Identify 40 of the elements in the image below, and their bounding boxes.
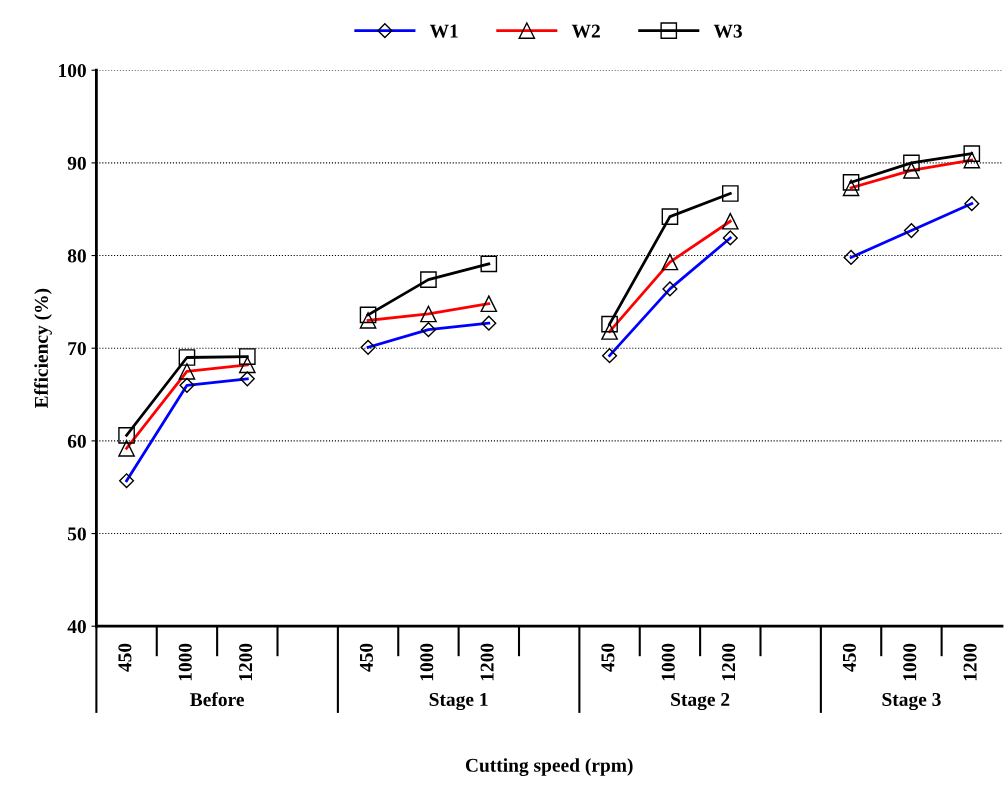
x-tick-label: 450: [601, 643, 615, 672]
point: [721, 185, 739, 202]
point: [118, 426, 135, 444]
text: Stage 2: [671, 692, 730, 711]
y-tick-label: 100: [59, 64, 86, 78]
point: [420, 271, 437, 288]
point: [178, 349, 196, 366]
legend-label: W1: [429, 24, 458, 38]
y-tick-label: 80: [67, 249, 86, 263]
x-tick-label: 450: [359, 643, 373, 672]
x-tick-label: 1200: [239, 643, 253, 681]
point: [601, 315, 618, 333]
x-tick-label: 450: [118, 643, 132, 672]
point: [359, 306, 377, 324]
y-tick-label: 60: [67, 434, 86, 448]
legend-label: W3: [713, 24, 742, 38]
x-tick-label: 1000: [661, 643, 675, 681]
y-tick-label: 50: [68, 527, 86, 541]
x-tick-label: 450: [842, 643, 856, 672]
x-tick-label: 1000: [178, 643, 192, 681]
x-axis-title: Cutting speed (rpm): [465, 758, 633, 776]
y-axis-title: Efficiency (%): [34, 288, 52, 409]
point: [903, 154, 920, 172]
point: [963, 145, 981, 162]
point: [842, 174, 860, 191]
x-tick-label: 1200: [722, 643, 736, 681]
x-tick-label: 1000: [420, 643, 434, 681]
text: Before: [190, 692, 244, 707]
y-tick-label: 40: [67, 620, 86, 634]
x-tick-label: 1200: [963, 643, 977, 681]
x-tick-label: 1200: [480, 643, 494, 681]
legend-label: W2: [571, 24, 600, 38]
point: [480, 255, 498, 273]
y-tick-label: 90: [67, 156, 86, 170]
x-tick-label: 1000: [903, 643, 917, 681]
point: [661, 208, 679, 225]
point: [238, 348, 256, 365]
y-tick-label: 70: [68, 342, 86, 356]
text: Stage 3: [882, 692, 941, 711]
text: Stage 1: [429, 692, 488, 711]
